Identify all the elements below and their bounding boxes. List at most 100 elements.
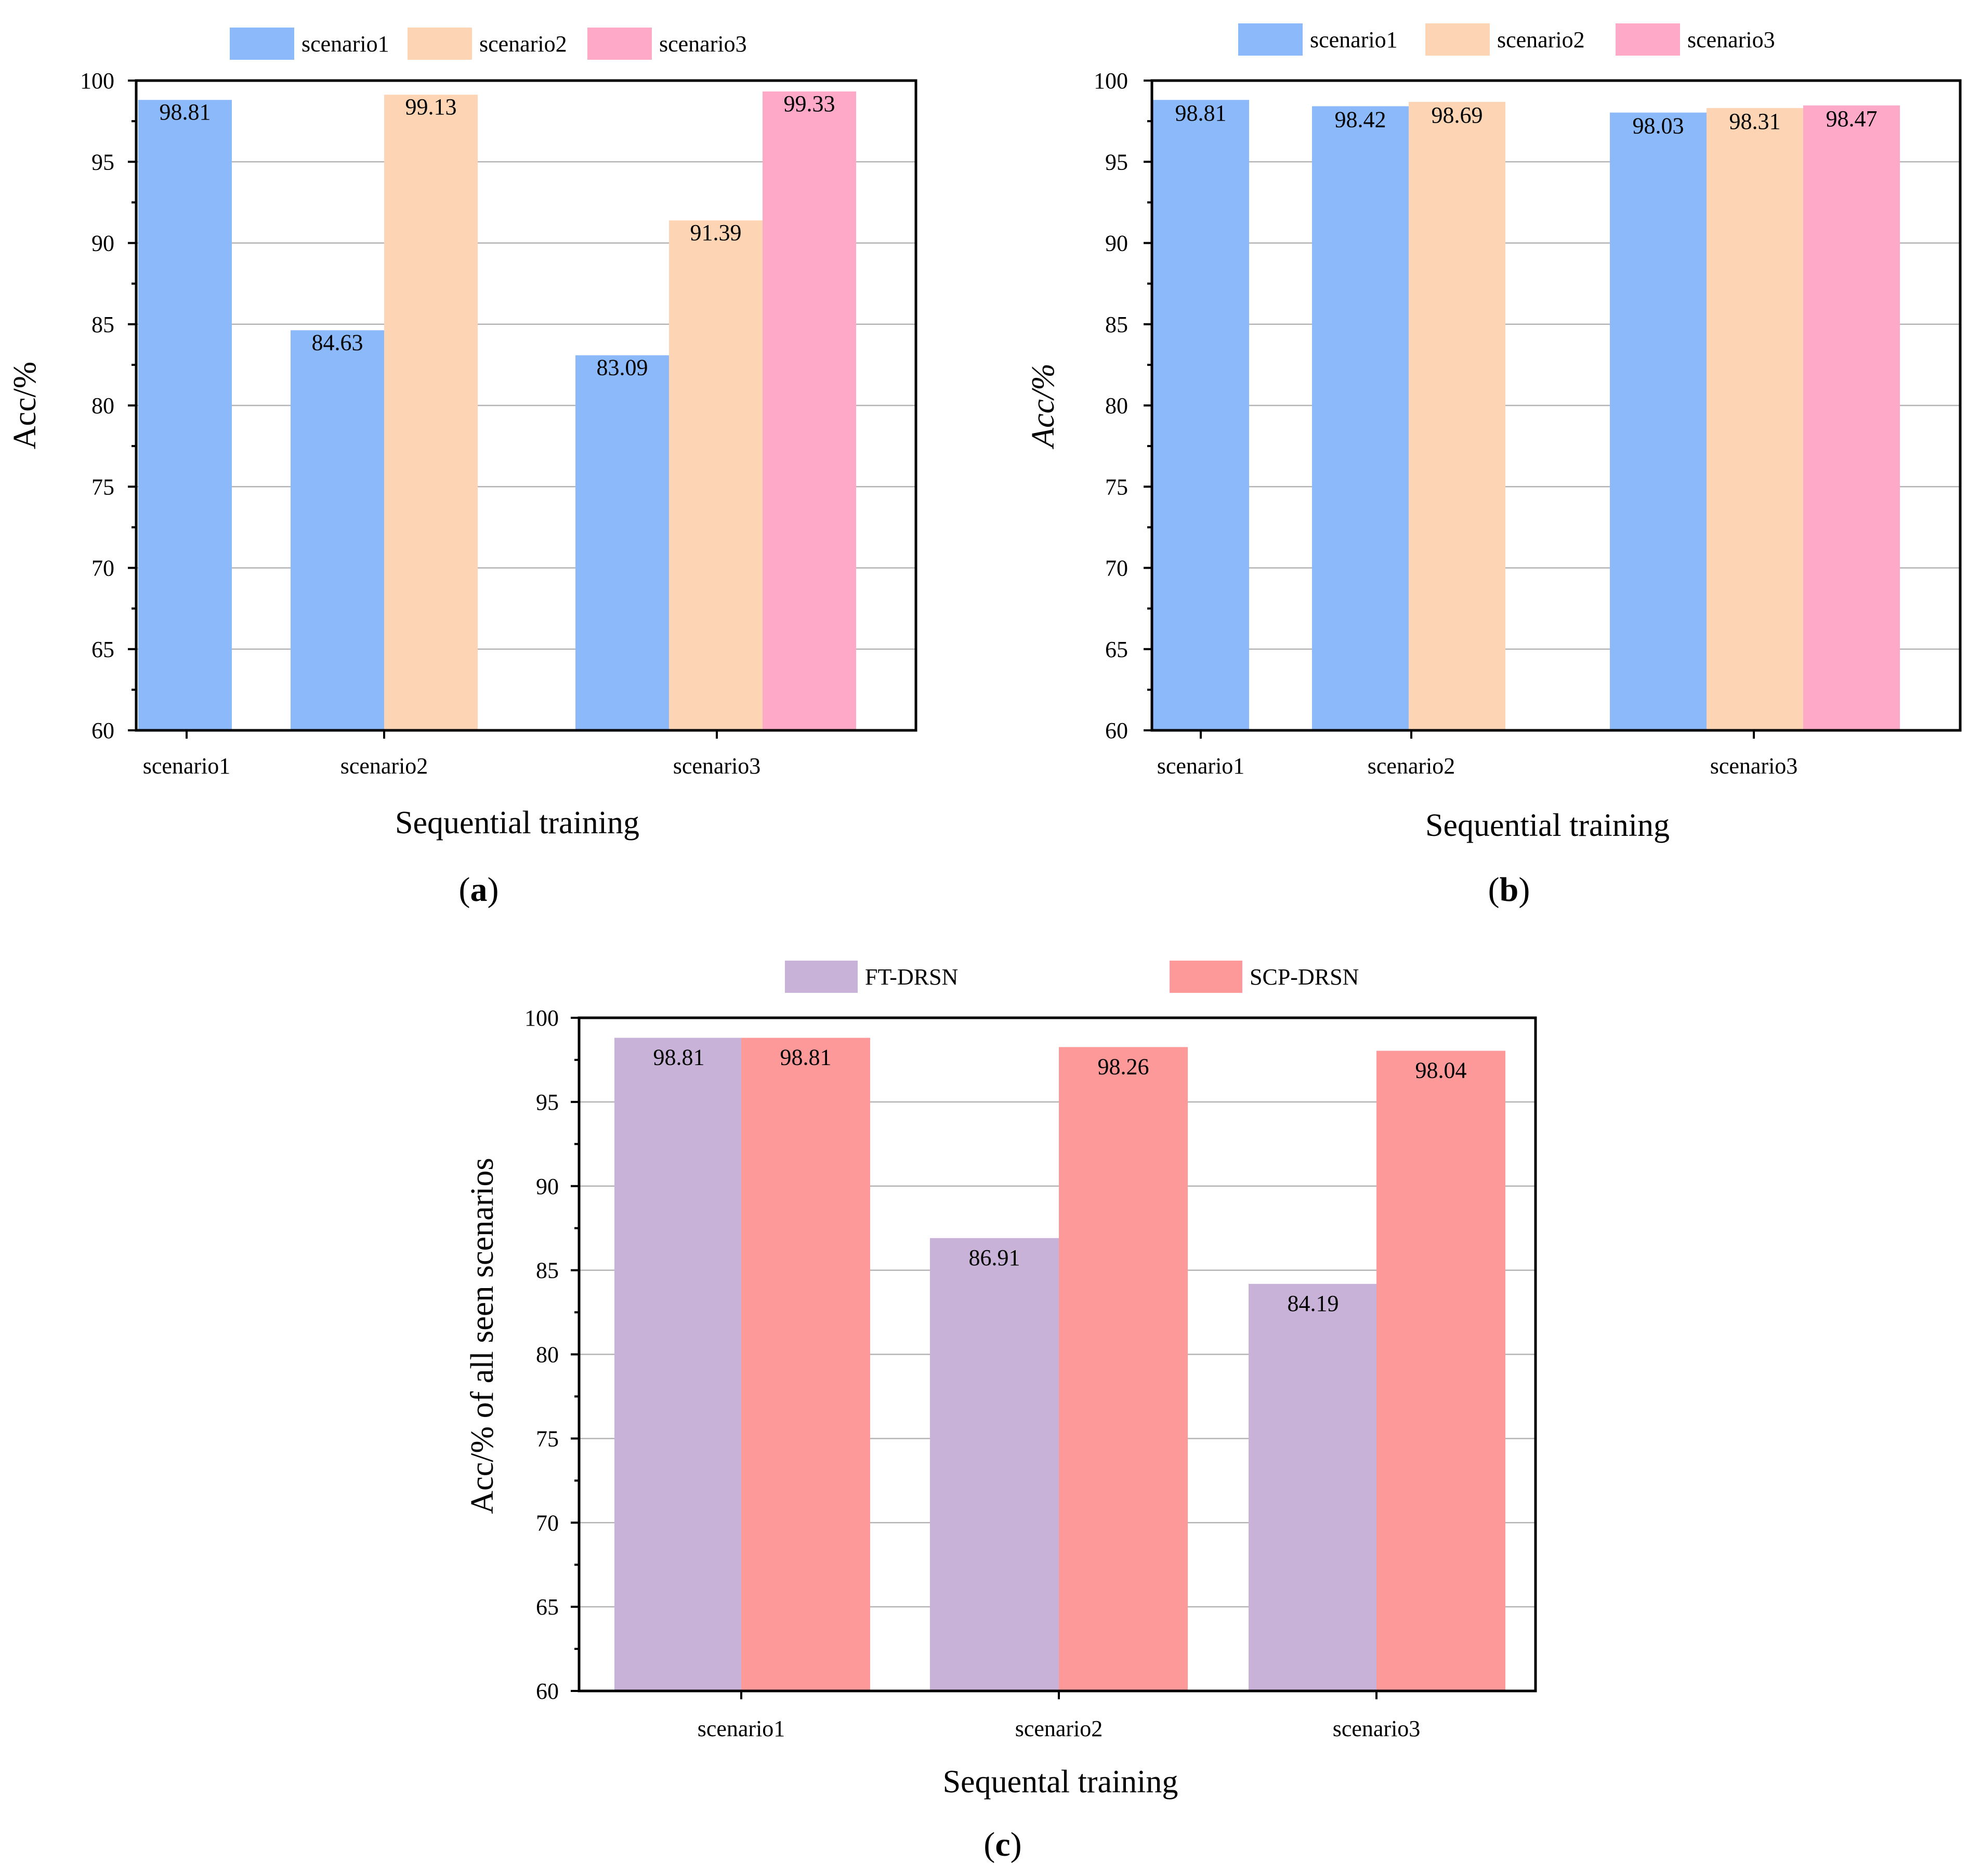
x-tick-label: scenario1 xyxy=(143,753,231,779)
data-label: 98.81 xyxy=(160,99,211,125)
bar-scenario1-scenario3 xyxy=(575,355,669,730)
x-axis-title: Sequential training xyxy=(1425,808,1670,843)
caption-open-paren: ( xyxy=(459,871,470,909)
y-tick-label: 60 xyxy=(1105,718,1128,743)
bar-scenario3-scenario3 xyxy=(1803,105,1900,730)
legend-label: scenario1 xyxy=(1310,27,1398,53)
bar-scenario1-scenario2 xyxy=(291,330,384,730)
bar-scenario1-scenario2 xyxy=(1312,106,1409,730)
y-tick-label: 60 xyxy=(536,1678,559,1704)
legend: scenario1 scenario2 scenario3 xyxy=(1238,23,1775,56)
legend-swatch-scenario1 xyxy=(1238,23,1303,56)
caption-close-paren: ) xyxy=(1518,871,1530,909)
y-tick-label: 75 xyxy=(1105,474,1128,500)
legend: FT-DRSN SCP-DRSN xyxy=(785,961,1359,993)
caption-open-paren: ( xyxy=(1488,871,1500,909)
y-tick-label: 80 xyxy=(1105,393,1128,418)
legend-swatch-ft-drsn xyxy=(785,961,858,993)
bar-ft-drsn-scenario2 xyxy=(930,1238,1059,1691)
data-label: 99.13 xyxy=(405,94,457,120)
panel-caption: (c) xyxy=(983,1826,1021,1864)
data-label: 98.47 xyxy=(1826,106,1878,132)
legend-label: scenario3 xyxy=(1687,27,1775,53)
legend-label: SCP-DRSN xyxy=(1250,964,1359,990)
legend-label: scenario2 xyxy=(479,31,567,57)
data-label: 98.31 xyxy=(1729,109,1781,134)
caption-letter: c xyxy=(995,1826,1010,1864)
y-tick-label: 85 xyxy=(536,1258,559,1283)
legend-swatch-scenario3 xyxy=(587,28,652,60)
legend-label: scenario3 xyxy=(659,31,747,57)
x-tick-label: scenario1 xyxy=(698,1716,785,1741)
y-tick-label: 100 xyxy=(1094,68,1128,94)
caption-open-paren: ( xyxy=(983,1826,995,1864)
bar-scenario2-scenario3 xyxy=(1707,108,1803,730)
bar-ft-drsn-scenario1 xyxy=(614,1038,743,1691)
y-tick-label: 95 xyxy=(1105,149,1128,175)
data-label: 86.91 xyxy=(969,1245,1020,1270)
bar-scp-drsn-scenario3 xyxy=(1376,1051,1505,1691)
bar-scp-drsn-scenario1 xyxy=(741,1038,870,1691)
caption-letter: a xyxy=(470,871,488,909)
legend-swatch-scenario2 xyxy=(408,28,472,60)
y-tick-label: 70 xyxy=(91,556,114,581)
y-axis-title: Acc/% xyxy=(1026,363,1061,450)
y-tick-label: 100 xyxy=(80,68,114,94)
y-tick-label: 80 xyxy=(536,1342,559,1368)
y-tick-label: 65 xyxy=(536,1594,559,1620)
y-tick-label: 85 xyxy=(1105,312,1128,337)
y-tick-label: 85 xyxy=(91,312,114,337)
data-label: 98.81 xyxy=(1175,100,1227,126)
y-tick-label: 60 xyxy=(91,718,114,743)
y-tick-label: 70 xyxy=(1105,556,1128,581)
y-tick-label: 95 xyxy=(91,149,114,175)
x-tick-label: scenario2 xyxy=(1368,753,1455,779)
y-tick-label: 90 xyxy=(536,1174,559,1199)
bar-scenario2-scenario2 xyxy=(384,95,478,730)
bar-scenario2-scenario3 xyxy=(669,220,763,730)
chart-panel-c: 98.81 98.81 86.91 98.26 84.19 98.04 60 65 70 75 80… xyxy=(465,961,1537,1864)
y-tick-label: 100 xyxy=(524,1005,559,1031)
y-tick-label: 70 xyxy=(536,1510,559,1536)
legend-label: FT-DRSN xyxy=(865,964,958,990)
caption-close-paren: ) xyxy=(488,871,499,909)
bar-scenario3-scenario3 xyxy=(763,91,856,730)
legend-swatch-scenario3 xyxy=(1616,23,1680,56)
y-tick-label: 75 xyxy=(536,1426,559,1451)
bar-scenario1-scenario1 xyxy=(138,100,232,730)
x-tick-label: scenario3 xyxy=(673,753,761,779)
data-label: 98.69 xyxy=(1432,102,1483,128)
chart-panel-b: 98.81 98.42 98.69 98.03 98.31 98.47 60 65 70 75 80… xyxy=(1026,23,1962,909)
data-label: 98.81 xyxy=(780,1045,832,1070)
x-tick-label: scenario2 xyxy=(1015,1716,1103,1741)
bar-scp-drsn-scenario2 xyxy=(1059,1047,1188,1691)
bar-ft-drsn-scenario3 xyxy=(1249,1283,1377,1691)
y-axis-title: Acc/% xyxy=(7,362,43,450)
data-label: 91.39 xyxy=(690,220,742,245)
caption-letter: b xyxy=(1500,871,1519,909)
panel-caption: (a) xyxy=(459,871,499,909)
x-tick-label: scenario1 xyxy=(1157,753,1245,779)
data-label: 84.63 xyxy=(312,330,363,355)
y-tick-label: 75 xyxy=(91,474,114,500)
data-label: 98.81 xyxy=(653,1045,705,1070)
data-label: 98.26 xyxy=(1098,1054,1149,1079)
y-tick-label: 90 xyxy=(91,231,114,256)
data-label: 84.19 xyxy=(1288,1291,1339,1316)
data-label: 98.03 xyxy=(1633,113,1684,139)
x-tick-label: scenario3 xyxy=(1710,753,1798,779)
data-label: 99.33 xyxy=(784,91,835,116)
legend-swatch-scenario1 xyxy=(230,28,294,60)
legend-label: scenario1 xyxy=(301,31,389,57)
caption-close-paren: ) xyxy=(1011,1826,1022,1864)
legend: scenario1 scenario2 scenario3 xyxy=(230,28,747,60)
x-tick-label: scenario3 xyxy=(1333,1716,1421,1741)
y-tick-label: 95 xyxy=(536,1090,559,1115)
y-tick-label: 90 xyxy=(1105,231,1128,256)
legend-label: scenario2 xyxy=(1497,27,1585,53)
x-axis-title: Sequential training xyxy=(395,805,639,841)
y-axis-title: Acc/% of all seen scenarios xyxy=(465,1158,500,1514)
panel-caption: (b) xyxy=(1488,871,1530,909)
bar-scenario1-scenario3 xyxy=(1610,112,1707,730)
